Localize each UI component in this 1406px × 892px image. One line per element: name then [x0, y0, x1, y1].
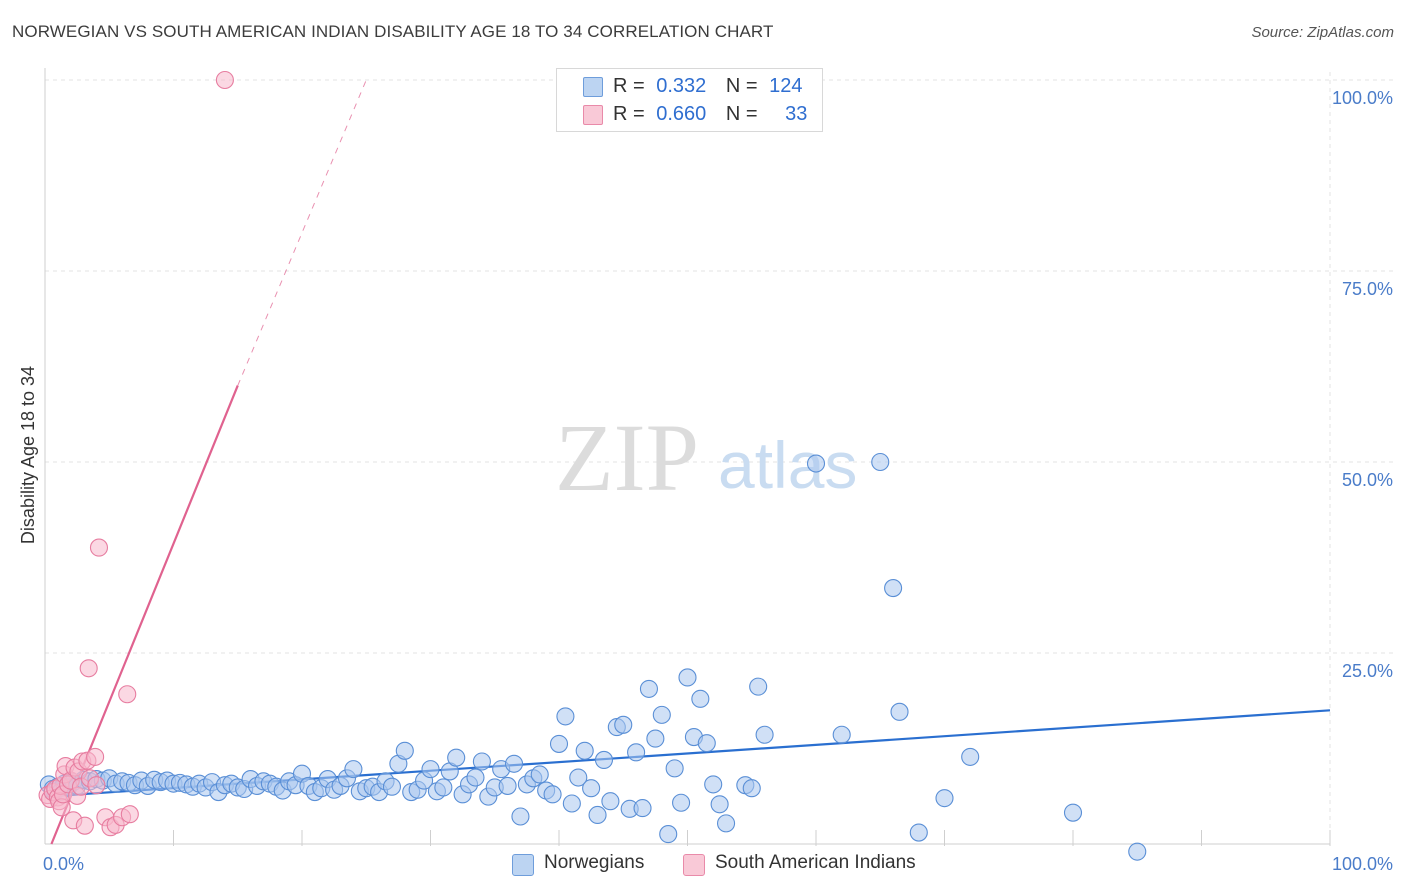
data-point-south-american-indians — [75, 816, 94, 835]
bottom-legend-swatch-pink — [683, 854, 705, 876]
legend-n-label: N = — [725, 75, 758, 97]
bottom-legend-label: South American Indians — [715, 852, 916, 873]
watermark: ZIP atlas — [555, 404, 857, 511]
data-point-norwegians — [614, 715, 633, 734]
data-point-norwegians — [562, 794, 581, 813]
legend-r-label: R = — [613, 75, 645, 97]
data-point-norwegians — [678, 668, 697, 687]
data-point-norwegians — [672, 793, 691, 812]
data-point-norwegians — [601, 792, 620, 811]
axes — [44, 68, 1331, 846]
data-point-norwegians — [710, 795, 729, 814]
legend-swatch-pink — [583, 105, 603, 125]
data-point-norwegians — [665, 759, 684, 778]
data-point-south-american-indians — [120, 805, 139, 824]
x-tick-label: 0.0% — [43, 854, 84, 874]
y-tick-label: 50.0% — [1342, 470, 1393, 490]
y-axis-title: Disability Age 18 to 34 — [18, 366, 38, 544]
data-point-norwegians — [594, 750, 614, 770]
chart-title: NORWEGIAN VS SOUTH AMERICAN INDIAN DISAB… — [12, 22, 774, 41]
data-point-norwegians — [549, 734, 569, 753]
data-point-norwegians — [543, 785, 562, 804]
data-point-norwegians — [582, 779, 601, 798]
source-label: Source: ZipAtlas.com — [1251, 24, 1394, 41]
data-point-norwegians — [890, 702, 909, 721]
data-point-norwegians — [704, 775, 723, 794]
data-point-norwegians — [1063, 803, 1083, 822]
data-point-norwegians — [806, 454, 826, 473]
data-points — [38, 70, 1147, 861]
data-point-south-american-indians — [89, 538, 109, 557]
y-tick-label: 75.0% — [1342, 279, 1393, 299]
legend-r-label: R = — [613, 103, 645, 125]
data-point-norwegians — [755, 725, 774, 744]
data-point-norwegians — [909, 823, 928, 842]
data-point-norwegians — [935, 789, 954, 808]
data-point-norwegians — [498, 776, 517, 795]
data-point-norwegians — [421, 760, 440, 779]
legend-n-label: N = — [725, 103, 758, 125]
watermark-zip: ZIP — [555, 404, 699, 511]
data-point-norwegians — [447, 748, 466, 767]
data-point-norwegians — [627, 743, 646, 762]
data-point-norwegians — [716, 814, 736, 833]
data-point-south-american-indians — [118, 685, 137, 704]
data-point-norwegians — [633, 799, 652, 818]
legend-n-value: 124 — [769, 75, 803, 97]
data-point-norwegians — [639, 679, 659, 698]
data-point-norwegians — [344, 760, 363, 779]
data-point-norwegians — [884, 579, 903, 598]
data-point-south-american-indians — [86, 747, 105, 766]
stats-legend: R = 0.332 N = 124 R = 0.660 N = 33 — [556, 68, 823, 132]
data-point-norwegians — [575, 741, 594, 760]
data-point-norwegians — [472, 752, 491, 771]
data-point-norwegians — [697, 734, 716, 753]
data-point-norwegians — [434, 778, 453, 797]
bottom-legend-label: Norwegians — [544, 852, 645, 873]
y-tick-label: 100.0% — [1332, 88, 1393, 108]
data-point-norwegians — [1128, 842, 1147, 861]
data-point-norwegians — [652, 705, 671, 724]
y-tick-label: 25.0% — [1342, 661, 1393, 681]
data-point-norwegians — [569, 768, 588, 787]
x-tick-label: 100.0% — [1332, 854, 1393, 874]
data-point-norwegians — [871, 452, 890, 472]
data-point-norwegians — [742, 779, 761, 798]
data-point-norwegians — [691, 689, 710, 708]
data-point-norwegians — [511, 807, 530, 826]
watermark-atlas: atlas — [718, 428, 857, 502]
data-point-norwegians — [588, 805, 607, 825]
bottom-legend-swatch-blue — [512, 854, 534, 876]
data-point-south-american-indians — [87, 776, 106, 795]
trend-line-extension — [237, 79, 367, 386]
data-point-norwegians — [961, 747, 980, 766]
data-point-norwegians — [749, 677, 768, 696]
legend-r-value: 0.660 — [656, 103, 707, 125]
data-point-norwegians — [504, 754, 524, 773]
data-point-norwegians — [382, 777, 402, 796]
data-point-norwegians — [659, 825, 678, 844]
data-point-norwegians — [466, 768, 485, 787]
data-point-norwegians — [556, 707, 575, 726]
legend-r-value: 0.332 — [656, 75, 707, 97]
data-point-norwegians — [395, 741, 414, 760]
data-point-south-american-indians — [79, 659, 98, 678]
legend-n-value: 33 — [785, 103, 808, 125]
legend-swatch-blue — [583, 77, 603, 97]
data-point-south-american-indians — [215, 70, 234, 90]
data-point-norwegians — [646, 729, 665, 748]
data-point-norwegians — [832, 725, 851, 744]
data-point-norwegians — [530, 765, 549, 784]
tick-labels: 100.0% 75.0% 50.0% 25.0% 0.0% 100.0% — [43, 88, 1393, 874]
